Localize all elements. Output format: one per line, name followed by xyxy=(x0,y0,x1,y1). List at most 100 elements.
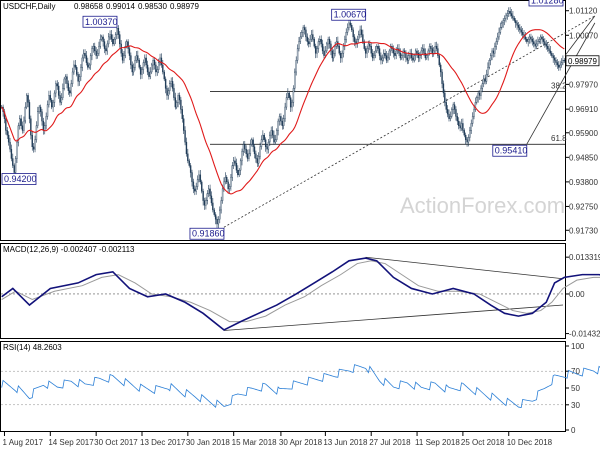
candle-body xyxy=(69,90,71,94)
candle-body xyxy=(417,53,420,59)
candle-body xyxy=(508,10,510,14)
candle-body xyxy=(339,53,342,59)
candle-body xyxy=(516,22,518,26)
macd-tick-label: 0.00 xyxy=(569,290,585,299)
candle-body xyxy=(17,125,20,143)
rsi-axis: 100 70 50 30 0 xyxy=(1,342,585,435)
candle-body xyxy=(314,46,317,54)
rsi-line xyxy=(1,364,600,409)
x-tick-label: 11 Sep 2018 xyxy=(415,438,460,447)
annotation-label: 0.95410 xyxy=(495,146,528,156)
candle-body xyxy=(149,71,152,77)
rising-trendline xyxy=(526,22,596,145)
candle-body xyxy=(378,48,381,56)
candle-body xyxy=(342,46,345,54)
candle-body xyxy=(499,27,502,33)
candle-body xyxy=(252,139,254,148)
candle-body xyxy=(213,209,215,215)
candle-body xyxy=(437,48,439,56)
sma-line xyxy=(1,29,565,195)
candle-body xyxy=(284,106,286,119)
candle-body xyxy=(537,41,539,45)
candle-body xyxy=(202,191,204,201)
candle-body xyxy=(449,116,452,119)
price-tick-label: 0.92750 xyxy=(569,202,598,211)
candle-body xyxy=(295,60,297,73)
candle-body xyxy=(210,195,213,204)
candle-body xyxy=(71,71,74,84)
macd-main-line xyxy=(1,257,600,331)
candle-body xyxy=(401,55,403,59)
candle-body xyxy=(153,60,156,66)
candle-body xyxy=(444,92,446,103)
candle-body xyxy=(274,139,277,143)
candle-body xyxy=(14,158,17,173)
candle-body xyxy=(107,36,110,45)
candle-body xyxy=(38,106,40,112)
candle-body xyxy=(541,36,543,40)
x-tick-label: 27 Jul 2018 xyxy=(369,438,411,447)
candle-body xyxy=(277,120,279,131)
candle-body xyxy=(555,60,557,63)
candle-body xyxy=(352,29,354,38)
ohlc-open: 0.98658 xyxy=(74,2,103,11)
candle-body xyxy=(260,139,263,148)
candle-body xyxy=(542,39,545,42)
candle-body xyxy=(78,76,81,82)
x-tick-label: 30 Jan 2018 xyxy=(186,438,231,447)
annotation-box xyxy=(528,0,564,7)
candle-body xyxy=(192,181,195,190)
candle-body xyxy=(124,46,127,56)
candle-body xyxy=(387,57,389,61)
candle-body xyxy=(431,48,434,54)
candle-body xyxy=(441,71,443,84)
candle-body xyxy=(446,109,449,115)
candle-body xyxy=(287,92,289,98)
candle-body xyxy=(84,53,86,56)
candle-body xyxy=(253,146,256,155)
candle-body xyxy=(299,36,302,42)
candle-body xyxy=(80,67,82,77)
price-tick-label: 1.01120 xyxy=(569,7,598,16)
candle-body xyxy=(544,41,546,45)
annotation-box xyxy=(189,227,225,240)
candle-body xyxy=(548,48,550,52)
rsi-tick-label: 50 xyxy=(571,384,580,393)
candle-body xyxy=(184,130,186,143)
candle-body xyxy=(203,200,206,206)
candle-body xyxy=(201,181,203,192)
candle-body xyxy=(427,50,429,56)
candle-body xyxy=(56,83,58,87)
candle-body xyxy=(533,41,535,45)
candle-body xyxy=(6,130,8,136)
candle-body xyxy=(278,116,281,122)
candle-body xyxy=(60,97,63,103)
candle-body xyxy=(106,43,108,52)
candle-body xyxy=(324,50,327,56)
candle-body xyxy=(502,20,504,24)
candle-body xyxy=(323,50,325,56)
candle-body xyxy=(438,55,440,66)
candle-body xyxy=(426,55,428,59)
candle-body xyxy=(383,53,385,59)
candle-body xyxy=(498,32,500,38)
candle-body xyxy=(188,160,190,166)
macd-label: MACD(12,26,9) -0.002407 -0.002113 xyxy=(3,245,135,254)
sma-path xyxy=(1,29,565,195)
candle-body xyxy=(467,137,470,143)
candle-body xyxy=(551,53,553,56)
candle-body xyxy=(538,39,540,42)
candle-body xyxy=(562,60,564,63)
ohlc-high: 0.99014 xyxy=(106,2,135,11)
candle-body xyxy=(273,134,275,143)
candle-body xyxy=(289,97,292,108)
candle-body xyxy=(360,29,363,35)
candle-body xyxy=(94,46,96,52)
candle-body xyxy=(141,69,143,75)
candle-body xyxy=(57,85,60,96)
macd-signal-line xyxy=(1,260,600,323)
candle-body xyxy=(485,74,488,82)
candle-body xyxy=(483,78,485,84)
ohlc-close: 0.98979 xyxy=(170,2,199,11)
candle-body xyxy=(258,155,260,164)
